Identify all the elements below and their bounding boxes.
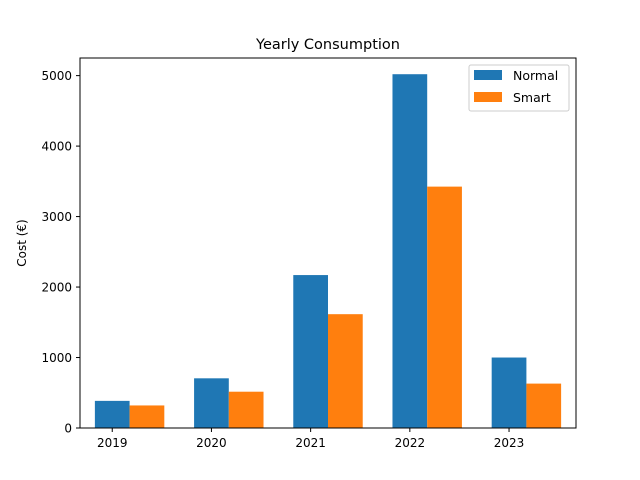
legend-label-normal: Normal: [513, 68, 558, 83]
bar-smart-2019: [129, 405, 165, 428]
bars-group: [94, 74, 562, 428]
x-tick-label: 2022: [395, 436, 426, 450]
y-axis: 0 1000 2000 3000 4000 5000: [41, 69, 80, 436]
bar-normal-2020: [194, 378, 229, 428]
bar-normal-2021: [293, 275, 328, 428]
bar-normal-2022: [392, 74, 428, 428]
y-tick-label: 2000: [41, 281, 72, 295]
y-tick-label: 0: [64, 422, 72, 436]
bar-smart-2022: [427, 186, 462, 428]
y-tick-label: 4000: [41, 140, 72, 154]
legend-swatch-smart: [474, 92, 502, 102]
x-tick-label: 2021: [295, 436, 326, 450]
legend-label-smart: Smart: [513, 90, 551, 105]
bar-smart-2023: [526, 383, 562, 428]
y-tick-label: 1000: [41, 351, 72, 365]
plot-frame: [79, 57, 577, 429]
bar-normal-2019: [94, 400, 130, 428]
legend-swatch-normal: [474, 70, 502, 80]
legend: Normal Smart: [468, 64, 570, 112]
bar-smart-2021: [328, 314, 363, 428]
bar-smart-2020: [228, 391, 264, 428]
y-axis-label: Cost (€): [15, 219, 29, 267]
y-tick-label: 3000: [41, 210, 72, 224]
x-tick-label: 2023: [494, 436, 525, 450]
x-tick-label: 2020: [196, 436, 227, 450]
chart-title: Yearly Consumption: [255, 37, 400, 53]
x-axis: 2019 2020 2021 2022 2023: [97, 428, 524, 450]
y-tick-label: 5000: [41, 69, 72, 83]
x-tick-label: 2019: [97, 436, 128, 450]
bar-normal-2023: [491, 357, 527, 428]
